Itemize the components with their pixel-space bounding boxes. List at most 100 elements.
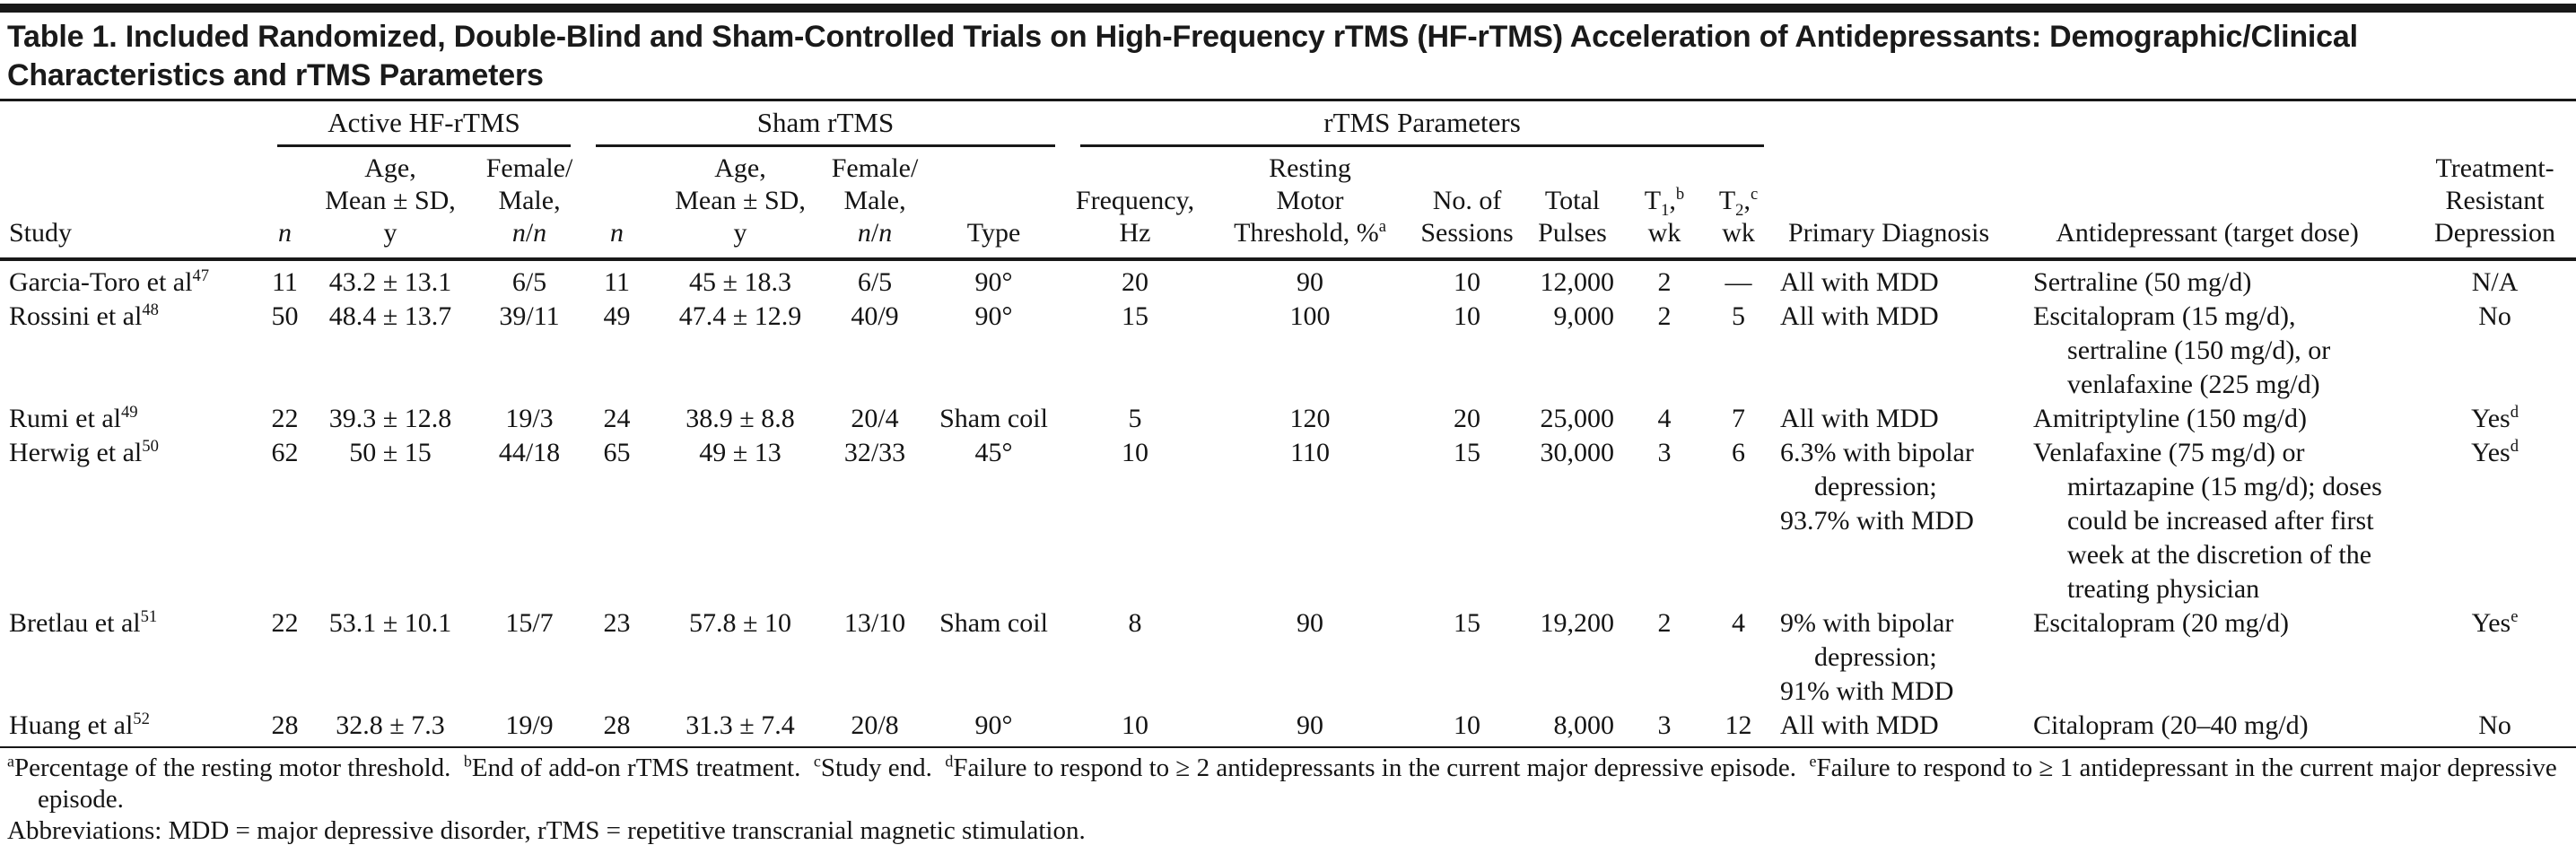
cell-sham-type: Sham coil (939, 608, 1048, 638)
group-spacer-diagnosis (1777, 101, 2001, 147)
cell-active-female-male: 19/3 (505, 404, 554, 433)
cell-sham-female-male: 20/4 (851, 404, 899, 433)
cell-primary-diagnosis: All with MDD (1780, 404, 1939, 433)
col-header-sham-age: Age, Mean ± SD, y (651, 147, 831, 261)
col-header-active-female-male: Female/Male, n/n (476, 147, 584, 261)
cell-sham-n: 65 (603, 438, 631, 467)
table-row-bretlau: Bretlau et al51 22 53.1 ± 10.1 15/7 23 5… (0, 606, 2576, 709)
cell-sessions: 15 (1454, 438, 1481, 467)
cell-resting-motor-threshold: 90 (1297, 608, 1324, 638)
cell-total-pulses: 8,000 (1553, 710, 1615, 740)
cell-t1: 3 (1657, 710, 1672, 740)
cell-sham-female-male: 13/10 (843, 608, 906, 638)
cell-active-n: 50 (271, 301, 299, 331)
group-spacer-study (0, 101, 265, 147)
cell-t1: 4 (1657, 404, 1672, 433)
cell-sessions: 10 (1454, 710, 1481, 740)
cell-sham-n: 11 (604, 267, 630, 297)
cell-frequency: 15 (1122, 301, 1149, 331)
cell-active-age: 39.3 ± 12.8 (328, 404, 452, 433)
table-row-herwig: Herwig et al50 62 50 ± 15 44/18 65 49 ± … (0, 436, 2576, 606)
col-header-sham-female-male: Female/Male, n/n (830, 147, 921, 261)
cell-antidepressant: Sertraline (50 mg/d) (2033, 267, 2252, 297)
cell-treatment-resistant: No (2478, 710, 2511, 740)
cell-resting-motor-threshold: 120 (1289, 404, 1331, 433)
cell-resting-motor-threshold: 90 (1297, 710, 1324, 740)
cell-t2: 12 (1725, 710, 1752, 740)
cell-sham-type: 90° (974, 710, 1013, 740)
cell-t1: 2 (1657, 301, 1672, 331)
cell-antidepressant: Amitriptyline (150 mg/d) (2033, 404, 2308, 433)
col-header-sessions: No. of Sessions (1418, 147, 1517, 261)
cell-active-n: 22 (271, 404, 299, 433)
cell-sham-age: 45 ± 18.3 (689, 267, 791, 297)
cell-sham-type: Sham coil (939, 404, 1048, 433)
cell-sham-female-male: 40/9 (851, 301, 899, 331)
column-group-row: Active HF-rTMS Sham rTMS rTMS Parameters (0, 101, 2576, 147)
group-spacer-antidepressant (2001, 101, 2414, 147)
top-rule (0, 4, 2576, 13)
cell-t2: 7 (1732, 404, 1746, 433)
column-group-active-label: Active HF-rTMS (277, 101, 572, 147)
cell-sessions: 20 (1454, 404, 1481, 433)
cell-t2: 4 (1732, 608, 1746, 638)
column-group-active: Active HF-rTMS (265, 101, 583, 147)
data-table: Active HF-rTMS Sham rTMS rTMS Parameters… (0, 101, 2576, 746)
cell-active-n: 22 (271, 608, 299, 638)
col-header-type: Type (920, 147, 1069, 261)
cell-t2: — (1725, 267, 1752, 297)
cell-frequency: 10 (1122, 710, 1149, 740)
cell-active-female-male: 15/7 (505, 608, 554, 638)
cell-sham-age: 49 ± 13 (699, 438, 782, 467)
table-title: Table 1. Included Randomized, Double-Bli… (7, 20, 2358, 92)
cell-active-female-male: 6/5 (511, 267, 547, 297)
cell-frequency: 10 (1122, 438, 1149, 467)
paper-table-page: Table 1. Included Randomized, Double-Bli… (0, 4, 2576, 845)
cell-antidepressant: Escitalopram (20 mg/d) (2033, 608, 2289, 638)
title-rule (0, 99, 2576, 101)
col-header-resting-motor-threshold: Resting Motor Threshold, %a (1202, 147, 1419, 261)
col-header-study: Study (0, 147, 265, 261)
cell-treatment-resistant: Yese (2471, 607, 2519, 638)
cell-sessions: 10 (1454, 267, 1481, 297)
cell-sham-female-male: 32/33 (843, 438, 906, 467)
cell-active-female-male: 39/11 (499, 301, 560, 331)
cell-resting-motor-threshold: 90 (1297, 267, 1324, 297)
cell-study: Huang et al52 (9, 710, 150, 740)
cell-active-n: 11 (272, 267, 298, 297)
cell-study: Rumi et al49 (9, 403, 138, 433)
cell-primary-diagnosis: 6.3% with bipolar depression; 93.7% with M… (1780, 438, 1974, 536)
column-group-sham: Sham rTMS (583, 101, 1068, 147)
cell-active-female-male: 19/9 (505, 710, 554, 740)
col-header-active-n: n (265, 147, 305, 261)
footnote-abbreviations: Abbreviations: MDD = major depressive di… (7, 816, 1086, 845)
cell-active-n: 28 (271, 710, 299, 740)
cell-treatment-resistant: Yesd (2471, 437, 2519, 467)
cell-antidepressant: Venlafaxine (75 mg/d) or mirtazapine (15 … (2033, 438, 2382, 604)
cell-total-pulses: 25,000 (1540, 404, 1615, 433)
cell-sham-n: 24 (603, 404, 631, 433)
cell-study: Rossini et al48 (9, 301, 159, 331)
col-header-antidepressant: Antidepressant (target dose) (2001, 147, 2414, 261)
col-header-active-age: Age, Mean ± SD, y (305, 147, 476, 261)
cell-treatment-resistant: No (2478, 301, 2511, 331)
col-header-total-pulses: Total Pulses (1516, 147, 1629, 261)
cell-active-n: 62 (271, 438, 299, 467)
group-spacer-trd (2414, 101, 2576, 147)
cell-frequency: 5 (1128, 404, 1142, 433)
table-footnotes: aPercentage of the resting motor thresho… (0, 746, 2576, 845)
cell-study: Herwig et al50 (9, 437, 159, 467)
table-row-rumi: Rumi et al49 22 39.3 ± 12.8 19/3 24 38.9… (0, 402, 2576, 436)
cell-sessions: 15 (1454, 608, 1481, 638)
cell-sham-age: 47.4 ± 12.9 (678, 301, 802, 331)
cell-sham-n: 28 (603, 710, 631, 740)
col-header-frequency: Frequency, Hz (1068, 147, 1203, 261)
cell-antidepressant: Escitalopram (15 mg/d), sertraline (150 m… (2033, 301, 2331, 399)
cell-antidepressant: Citalopram (20–40 mg/d) (2033, 710, 2309, 740)
cell-total-pulses: 9,000 (1553, 301, 1615, 331)
cell-active-age: 32.8 ± 7.3 (336, 710, 445, 740)
cell-t2: 5 (1732, 301, 1746, 331)
table-row-garcia-toro: Garcia-Toro et al47 11 43.2 ± 13.1 6/5 1… (0, 259, 2576, 300)
cell-sham-female-male: 6/5 (857, 267, 893, 297)
cell-frequency: 8 (1128, 608, 1142, 638)
